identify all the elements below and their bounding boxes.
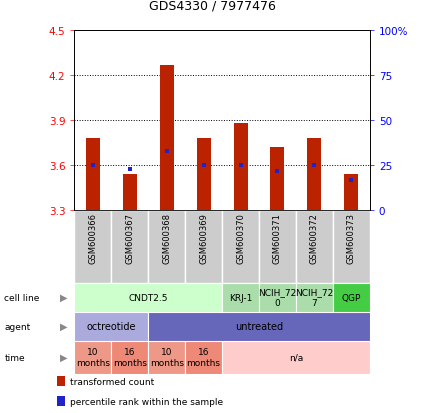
Text: 16
months: 16 months <box>113 348 147 367</box>
Text: NCIH_72
0: NCIH_72 0 <box>258 288 297 307</box>
Bar <box>86 139 100 211</box>
Bar <box>307 139 321 211</box>
Bar <box>259 283 296 312</box>
Bar <box>185 341 222 374</box>
Bar <box>148 211 185 283</box>
Bar <box>111 341 148 374</box>
Text: GSM600366: GSM600366 <box>88 213 97 263</box>
Bar <box>74 211 111 283</box>
Text: GSM600372: GSM600372 <box>310 213 319 263</box>
Bar <box>74 341 111 374</box>
Bar <box>296 283 333 312</box>
Bar <box>259 211 296 283</box>
Text: agent: agent <box>4 322 31 331</box>
Text: KRJ-1: KRJ-1 <box>229 293 252 302</box>
Text: 10
months: 10 months <box>76 348 110 367</box>
Text: QGP: QGP <box>342 293 361 302</box>
Bar <box>197 139 211 211</box>
Text: time: time <box>4 353 25 362</box>
Bar <box>296 211 333 283</box>
Bar <box>148 312 370 341</box>
Bar <box>111 211 148 283</box>
Text: GSM600373: GSM600373 <box>347 213 356 263</box>
Bar <box>222 211 259 283</box>
Text: 16
months: 16 months <box>187 348 221 367</box>
Bar <box>57 396 65 406</box>
Text: GDS4330 / 7977476: GDS4330 / 7977476 <box>149 0 276 12</box>
Text: NCIH_72
7: NCIH_72 7 <box>295 288 334 307</box>
Text: percentile rank within the sample: percentile rank within the sample <box>70 396 223 406</box>
Bar <box>222 283 259 312</box>
Bar <box>74 312 148 341</box>
Text: CNDT2.5: CNDT2.5 <box>128 293 168 302</box>
Text: GSM600370: GSM600370 <box>236 213 245 263</box>
Bar <box>333 211 370 283</box>
Bar <box>185 211 222 283</box>
Text: GSM600367: GSM600367 <box>125 213 134 263</box>
Bar <box>123 175 137 211</box>
Text: cell line: cell line <box>4 293 40 302</box>
Text: ▶: ▶ <box>60 352 68 362</box>
Bar <box>333 283 370 312</box>
Text: n/a: n/a <box>289 353 303 362</box>
Text: GSM600368: GSM600368 <box>162 213 171 263</box>
Bar <box>270 148 284 211</box>
Bar <box>74 283 222 312</box>
Text: octreotide: octreotide <box>87 321 136 331</box>
Bar <box>57 376 65 386</box>
Bar <box>160 65 174 211</box>
Text: transformed count: transformed count <box>70 377 154 386</box>
Text: GSM600371: GSM600371 <box>273 213 282 263</box>
Text: GSM600369: GSM600369 <box>199 213 208 263</box>
Text: 10
months: 10 months <box>150 348 184 367</box>
Bar <box>222 341 370 374</box>
Bar <box>233 124 247 211</box>
Text: ▶: ▶ <box>60 292 68 302</box>
Text: ▶: ▶ <box>60 321 68 331</box>
Text: untreated: untreated <box>235 321 283 331</box>
Bar <box>344 175 358 211</box>
Bar <box>148 341 185 374</box>
